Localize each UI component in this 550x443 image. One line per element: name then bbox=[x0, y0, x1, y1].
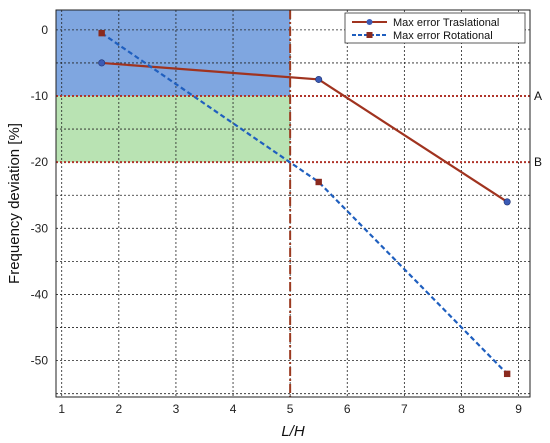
reference-label-a: A bbox=[534, 89, 542, 103]
x-tick-label: 6 bbox=[344, 402, 351, 416]
x-tick-label: 1 bbox=[58, 402, 65, 416]
x-tick-label: 5 bbox=[287, 402, 294, 416]
y-tick-label: -20 bbox=[31, 155, 49, 169]
data-point bbox=[315, 75, 323, 83]
y-tick-label: -40 bbox=[31, 287, 49, 301]
x-tick-label: 8 bbox=[458, 402, 465, 416]
reference-lines: AB bbox=[56, 10, 542, 397]
y-tick-labels: 0 -10 -20 -30 -40 -50 bbox=[31, 23, 49, 368]
y-tick-label: 0 bbox=[41, 23, 48, 37]
plot-frame bbox=[55, 9, 531, 398]
x-tick-label: 9 bbox=[515, 402, 522, 416]
series-line-1 bbox=[101, 32, 508, 375]
y-tick-label: -30 bbox=[31, 221, 49, 235]
data-point bbox=[503, 198, 511, 206]
shaded-region-0 bbox=[56, 10, 291, 96]
x-tick-label: 7 bbox=[401, 402, 408, 416]
x-tick-label: 4 bbox=[230, 402, 237, 416]
legend-box bbox=[344, 12, 526, 44]
series-layer bbox=[98, 29, 511, 378]
grid bbox=[56, 10, 530, 397]
x-tick-label: 2 bbox=[115, 402, 122, 416]
legend-marker bbox=[366, 19, 373, 25]
y-tick-label: -10 bbox=[31, 89, 49, 103]
y-tick-label: -50 bbox=[31, 354, 49, 368]
reference-label-b: B bbox=[534, 155, 542, 169]
data-point bbox=[503, 370, 511, 378]
y-axis-label: Frequency deviation [%] bbox=[6, 123, 23, 284]
x-tick-labels: 1 2 3 4 5 6 7 8 9 bbox=[58, 402, 522, 416]
data-point bbox=[98, 59, 106, 67]
x-axis-label: L/H bbox=[281, 423, 305, 440]
legend-marker bbox=[366, 32, 373, 38]
legend-label: Max error Traslational bbox=[393, 17, 499, 29]
legend-label: Max error Rotational bbox=[393, 30, 493, 42]
x-tick-label: 3 bbox=[173, 402, 180, 416]
data-point bbox=[315, 178, 322, 186]
data-point bbox=[98, 29, 105, 37]
